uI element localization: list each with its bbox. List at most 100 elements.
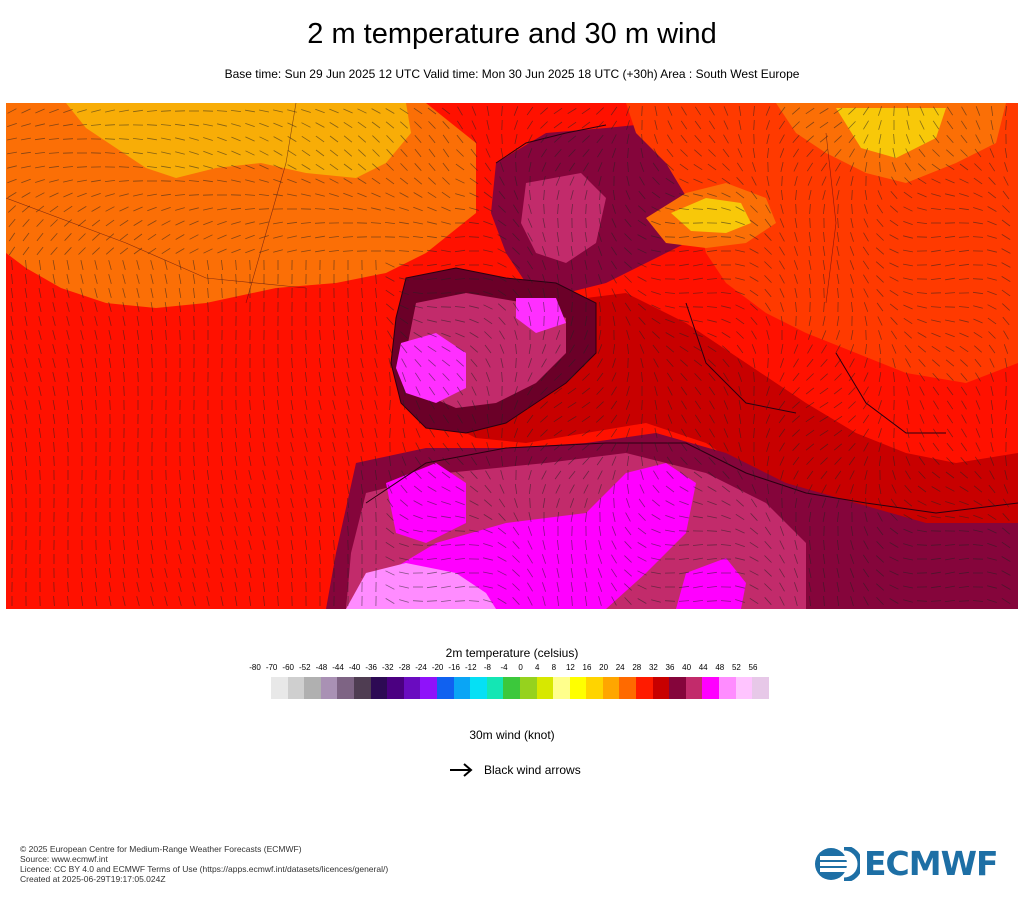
wind-arrow bbox=[652, 484, 660, 494]
wind-arrow bbox=[610, 414, 618, 424]
wind-arrow bbox=[441, 571, 451, 575]
wind-arrow bbox=[95, 399, 97, 411]
wind-arrow bbox=[892, 148, 896, 158]
wind-arrow bbox=[722, 456, 730, 466]
wind-arrow bbox=[231, 221, 241, 225]
wind-arrow bbox=[987, 235, 997, 239]
wind-arrow bbox=[231, 150, 241, 156]
wind-arrow bbox=[470, 358, 478, 368]
wind-arrow bbox=[426, 585, 438, 589]
wind-arrow bbox=[49, 179, 59, 183]
wind-arrow bbox=[821, 176, 827, 186]
wind-arrow bbox=[165, 483, 167, 495]
wind-arrow bbox=[76, 124, 88, 126]
wind-arrow bbox=[792, 121, 800, 129]
wind-arrow bbox=[371, 121, 381, 129]
wind-arrow bbox=[1001, 289, 1011, 297]
wind-arrow bbox=[975, 414, 981, 424]
wind-arrow bbox=[7, 165, 17, 169]
wind-arrow bbox=[721, 318, 731, 324]
wind-arrow bbox=[959, 345, 969, 353]
wind-arrow bbox=[388, 358, 392, 368]
wind-arrow bbox=[527, 386, 533, 396]
legend-tick: -44 bbox=[332, 663, 344, 672]
wind-arrow bbox=[990, 106, 994, 116]
wind-arrow bbox=[527, 288, 533, 298]
wind-arrow bbox=[262, 456, 266, 466]
wind-arrow bbox=[735, 513, 745, 521]
wind-arrow bbox=[412, 250, 424, 252]
wind-arrow bbox=[399, 107, 409, 115]
wind-arrow bbox=[958, 586, 970, 588]
wind-arrow bbox=[780, 512, 784, 522]
wind-arrow bbox=[161, 151, 171, 155]
wind-arrow bbox=[541, 246, 547, 256]
wind-arrow bbox=[412, 236, 424, 238]
wind-arrow bbox=[693, 249, 703, 253]
wind-arrow bbox=[39, 455, 41, 467]
wind-arrow bbox=[374, 456, 378, 466]
wind-legend-row: Black wind arrows bbox=[448, 762, 581, 778]
wind-arrow bbox=[750, 303, 758, 311]
legend-tick: 28 bbox=[632, 663, 642, 672]
wind-arrow bbox=[781, 189, 783, 201]
wind-arrow bbox=[541, 344, 547, 354]
wind-arrow bbox=[258, 194, 270, 196]
wind-arrow bbox=[823, 231, 825, 243]
wind-arrow bbox=[192, 568, 196, 578]
wind-arrow bbox=[414, 148, 422, 158]
wind-arrow bbox=[624, 247, 632, 255]
wind-arrow bbox=[862, 428, 870, 438]
wind-arrow bbox=[694, 120, 702, 130]
wind-arrow bbox=[174, 194, 186, 196]
wind-arrow bbox=[104, 138, 116, 140]
wind-arrow bbox=[501, 413, 503, 425]
wind-arrow bbox=[680, 372, 688, 382]
wind-arrow bbox=[66, 302, 70, 312]
wind-arrow bbox=[514, 120, 518, 130]
wind-arrow bbox=[343, 207, 353, 211]
wind-arrow bbox=[399, 543, 409, 547]
wind-arrow bbox=[342, 250, 354, 252]
wind-arrow bbox=[374, 386, 378, 396]
wind-arrow bbox=[906, 428, 910, 438]
wind-arrow bbox=[823, 539, 825, 551]
wind-arrow bbox=[457, 400, 463, 410]
wind-arrow bbox=[931, 178, 941, 184]
wind-arrow bbox=[427, 206, 437, 212]
wind-arrow bbox=[360, 372, 364, 382]
wind-arrow bbox=[234, 484, 238, 494]
wind-arrow bbox=[626, 498, 630, 508]
wind-arrow bbox=[557, 217, 559, 229]
wind-arrow bbox=[427, 263, 437, 267]
wind-arrow bbox=[455, 500, 465, 506]
wind-arrow bbox=[878, 176, 882, 186]
wind-arrow bbox=[529, 189, 531, 201]
wind-arrow bbox=[542, 596, 546, 606]
wind-arrow bbox=[374, 330, 378, 340]
legend-swatch bbox=[420, 677, 437, 699]
wind-arrow bbox=[454, 207, 466, 211]
wind-arrow bbox=[555, 176, 561, 186]
wind-arrow bbox=[932, 149, 940, 157]
wind-arrow bbox=[385, 570, 395, 576]
wind-arrow bbox=[151, 329, 153, 341]
wind-arrow bbox=[371, 108, 381, 114]
wind-arrow bbox=[497, 527, 507, 535]
wind-arrow bbox=[1001, 570, 1011, 576]
wind-arrow bbox=[581, 107, 591, 115]
wind-arrow bbox=[805, 415, 815, 423]
wind-arrow bbox=[708, 442, 716, 452]
wind-arrow bbox=[206, 470, 210, 480]
wind-arrow bbox=[959, 178, 969, 184]
wind-arrow bbox=[651, 571, 661, 575]
wind-arrow bbox=[203, 179, 213, 183]
wind-arrow bbox=[92, 247, 100, 255]
wind-arrow bbox=[399, 192, 409, 198]
wind-arrow bbox=[328, 208, 340, 210]
wind-arrow bbox=[304, 456, 308, 466]
wind-arrow bbox=[122, 316, 126, 326]
wind-arrow bbox=[498, 498, 506, 508]
wind-arrow bbox=[637, 598, 647, 604]
wind-arrow bbox=[427, 515, 437, 519]
